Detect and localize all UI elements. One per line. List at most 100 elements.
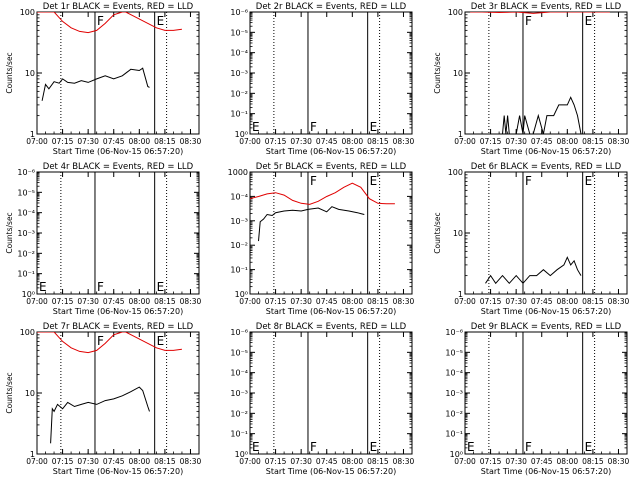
y-tick-label: 100 bbox=[20, 328, 35, 337]
y-tick-label: 10⁰ bbox=[235, 290, 248, 299]
panel-det-3r: Det 3r BLACK = Events, RED = LLD 1 10 100 07… bbox=[433, 2, 630, 156]
series-events bbox=[502, 96, 582, 134]
y-tick-label: 10⁰ bbox=[22, 290, 35, 299]
x-tick-label: 07:15 bbox=[265, 457, 287, 466]
panel-det-9r: Det 9r BLACK = Events, RED = LLD 10⁰ 10⁻¹ 1… bbox=[445, 322, 629, 476]
y-tick-label: 10⁻⁵ bbox=[445, 348, 463, 357]
y-tick-label: 10⁻³ bbox=[230, 217, 248, 226]
panel-title: Det 4r BLACK = Events, RED = LLD bbox=[43, 162, 194, 172]
marker-label-f: F bbox=[525, 440, 532, 454]
x-tick-label: 07:15 bbox=[265, 297, 287, 306]
x-tick-label: 08:30 bbox=[180, 297, 202, 306]
y-tick-label: 10⁻⁴ bbox=[230, 192, 248, 201]
y-axis-label: Counts/sec bbox=[5, 212, 14, 253]
panel-det-5r: Det 5r BLACK = Events, RED = LLD 10⁰ 10⁻¹ 1… bbox=[228, 162, 415, 316]
x-tick-label: 08:00 bbox=[557, 137, 579, 146]
series-lld bbox=[470, 12, 610, 14]
panel-det-4r: Det 4r BLACK = Events, RED = LLD 10⁰ 10⁻¹ 1… bbox=[5, 162, 202, 316]
y-tick-label: 10⁻² bbox=[17, 249, 35, 258]
x-tick-label: 07:30 bbox=[290, 297, 312, 306]
y-tick-label: 10⁰ bbox=[235, 130, 248, 139]
marker-label-e-left: E bbox=[467, 440, 475, 454]
plot-frame bbox=[249, 171, 413, 295]
y-tick-label: 1 bbox=[458, 130, 463, 139]
x-tick-label: 07:45 bbox=[316, 297, 338, 306]
y-tick-label: 10⁻² bbox=[230, 241, 248, 250]
x-tick-label: 07:00 bbox=[454, 457, 476, 466]
marker-label-f: F bbox=[310, 440, 317, 454]
x-axis-label: Start Time (06-Nov-15 06:57:20) bbox=[53, 307, 183, 316]
x-tick-label: 07:00 bbox=[26, 297, 48, 306]
x-tick-label: 07:30 bbox=[505, 297, 527, 306]
panel-det-7r: Det 7r BLACK = Events, RED = LLD 1 10 100 07… bbox=[5, 322, 202, 476]
x-tick-label: 08:30 bbox=[608, 297, 630, 306]
x-tick-label: 07:45 bbox=[531, 457, 553, 466]
panel-title: Det 6r BLACK = Events, RED = LLD bbox=[471, 162, 622, 172]
y-tick-label: 10⁻² bbox=[230, 89, 248, 98]
y-tick-label: 10⁻¹ bbox=[17, 270, 35, 279]
x-axis-label: Start Time (06-Nov-15 06:57:20) bbox=[266, 147, 396, 156]
marker-label-e: E bbox=[157, 334, 165, 348]
x-tick-label: 07:15 bbox=[480, 457, 502, 466]
x-tick-label: 08:30 bbox=[608, 457, 630, 466]
marker-label-f: F bbox=[310, 120, 317, 134]
x-tick-label: 08:15 bbox=[582, 297, 604, 306]
x-tick-label: 08:00 bbox=[342, 297, 364, 306]
marker-label-e: E bbox=[157, 280, 165, 294]
x-tick-label: 07:00 bbox=[26, 457, 48, 466]
x-tick-label: 07:30 bbox=[290, 137, 312, 146]
x-tick-label: 07:30 bbox=[290, 457, 312, 466]
panel-det-6r: Det 6r BLACK = Events, RED = LLD 1 10 100 07… bbox=[433, 162, 630, 316]
y-tick-label: 1000 bbox=[228, 168, 248, 177]
y-tick-label: 10⁻³ bbox=[230, 69, 248, 78]
x-tick-label: 07:45 bbox=[103, 457, 125, 466]
y-tick-label: 100 bbox=[20, 8, 35, 17]
x-axis-label: Start Time (06-Nov-15 06:57:20) bbox=[481, 467, 611, 476]
y-axis-label: Counts/sec bbox=[5, 52, 14, 93]
x-tick-label: 07:00 bbox=[239, 137, 261, 146]
series-events bbox=[41, 67, 150, 101]
y-tick-label: 1 bbox=[458, 290, 463, 299]
y-tick-label: 10⁰ bbox=[450, 450, 463, 459]
x-tick-label: 07:30 bbox=[77, 457, 99, 466]
series-lld bbox=[37, 332, 182, 354]
marker-label-e-left: E bbox=[252, 120, 260, 134]
x-tick-label: 07:45 bbox=[316, 457, 338, 466]
x-axis-label: Start Time (06-Nov-15 06:57:20) bbox=[481, 307, 611, 316]
x-tick-label: 08:30 bbox=[393, 457, 415, 466]
panel-title: Det 9r BLACK = Events, RED = LLD bbox=[471, 322, 622, 332]
y-axis-label: Counts/sec bbox=[433, 52, 442, 93]
x-tick-label: 08:15 bbox=[367, 457, 389, 466]
marker-label-f: F bbox=[525, 174, 532, 188]
x-tick-label: 08:00 bbox=[557, 457, 579, 466]
x-tick-label: 08:00 bbox=[129, 457, 151, 466]
series-events bbox=[485, 256, 582, 285]
x-tick-label: 07:30 bbox=[505, 137, 527, 146]
y-tick-label: 100 bbox=[448, 168, 463, 177]
marker-label-f: F bbox=[310, 174, 317, 188]
panel-det-8r: Det 8r BLACK = Events, RED = LLD 10⁰ 10⁻¹ 1… bbox=[230, 322, 414, 476]
x-tick-label: 08:15 bbox=[154, 137, 176, 146]
x-tick-label: 08:30 bbox=[393, 297, 415, 306]
x-tick-label: 07:00 bbox=[454, 297, 476, 306]
y-tick-label: 10⁻² bbox=[445, 409, 463, 418]
panel-det-2r: Det 2r BLACK = Events, RED = LLD 10⁰ 10⁻¹ 1… bbox=[230, 2, 414, 156]
series-events bbox=[50, 386, 150, 444]
x-tick-label: 08:00 bbox=[129, 137, 151, 146]
y-axis-label: Counts/sec bbox=[5, 372, 14, 413]
marker-label-e: E bbox=[157, 14, 165, 28]
y-tick-label: 10⁻⁶ bbox=[230, 8, 248, 17]
marker-label-f: F bbox=[97, 280, 104, 294]
x-tick-label: 07:15 bbox=[480, 297, 502, 306]
series-lld bbox=[37, 12, 182, 34]
x-tick-label: 07:45 bbox=[316, 137, 338, 146]
panel-title: Det 2r BLACK = Events, RED = LLD bbox=[256, 2, 407, 12]
y-axis-label: Counts/sec bbox=[433, 212, 442, 253]
y-tick-label: 10⁻³ bbox=[17, 229, 35, 238]
x-axis-label: Start Time (06-Nov-15 06:57:20) bbox=[266, 307, 396, 316]
series-lld bbox=[250, 182, 395, 205]
panel-title: Det 5r BLACK = Events, RED = LLD bbox=[256, 162, 407, 172]
y-tick-label: 10 bbox=[453, 69, 463, 78]
marker-label-e: E bbox=[370, 120, 378, 134]
